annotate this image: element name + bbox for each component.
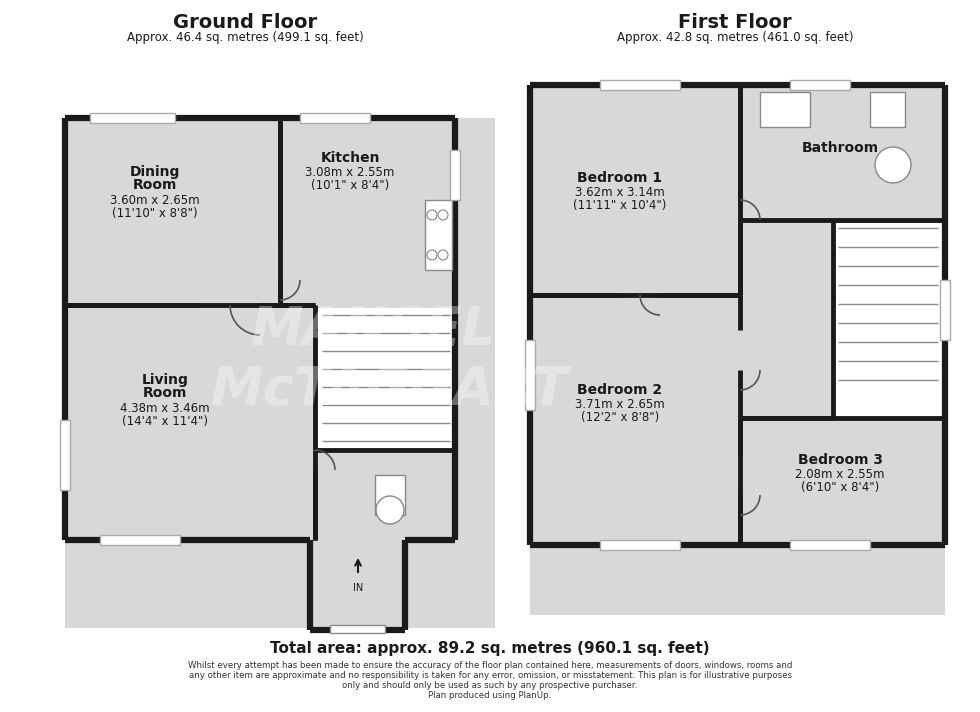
Text: Bedroom 3: Bedroom 3 — [798, 453, 883, 467]
Bar — [600, 540, 680, 550]
Bar — [318, 453, 452, 537]
Text: any other item are approximate and no responsibility is taken for any error, omi: any other item are approximate and no re… — [188, 671, 792, 679]
Bar — [450, 150, 460, 200]
Text: Living: Living — [141, 373, 188, 387]
Circle shape — [438, 250, 448, 260]
Text: Bedroom 2: Bedroom 2 — [577, 383, 662, 397]
Text: Whilst every attempt has been made to ensure the accuracy of the floor plan cont: Whilst every attempt has been made to en… — [188, 661, 792, 669]
Bar — [533, 298, 737, 542]
Circle shape — [875, 147, 911, 183]
Text: 4.38m x 3.46m: 4.38m x 3.46m — [121, 402, 210, 414]
Text: Kitchen: Kitchen — [320, 151, 380, 165]
Bar — [790, 80, 850, 90]
Text: (14'4" x 11'4"): (14'4" x 11'4") — [122, 414, 208, 427]
Text: (12'2" x 8'8"): (12'2" x 8'8") — [581, 412, 660, 424]
Bar — [870, 92, 905, 127]
Text: Room: Room — [143, 386, 187, 400]
Text: 3.71m x 2.65m: 3.71m x 2.65m — [575, 399, 664, 412]
Text: (11'10" x 8'8"): (11'10" x 8'8") — [112, 206, 198, 219]
Bar — [600, 80, 680, 90]
Bar — [743, 88, 942, 217]
Text: MANSELL
McTAGGART: MANSELL McTAGGART — [211, 304, 569, 416]
Circle shape — [427, 250, 437, 260]
Text: Bedroom 1: Bedroom 1 — [577, 171, 662, 185]
Circle shape — [427, 210, 437, 220]
Bar — [760, 92, 810, 127]
Text: Bathroom: Bathroom — [802, 141, 878, 155]
Bar — [100, 535, 180, 545]
Bar — [90, 113, 175, 123]
Bar — [743, 421, 942, 542]
Text: 3.62m x 3.14m: 3.62m x 3.14m — [575, 187, 664, 199]
Text: Total area: approx. 89.2 sq. metres (960.1 sq. feet): Total area: approx. 89.2 sq. metres (960… — [270, 641, 710, 656]
Bar — [375, 475, 405, 515]
Bar — [65, 118, 495, 628]
Bar — [425, 200, 452, 270]
Bar — [283, 121, 452, 302]
Bar — [60, 420, 70, 490]
Text: Dining: Dining — [129, 165, 180, 179]
Circle shape — [438, 210, 448, 220]
Bar — [68, 308, 312, 537]
Text: First Floor: First Floor — [678, 13, 792, 31]
Text: Ground Floor: Ground Floor — [172, 13, 318, 31]
Bar — [743, 223, 833, 418]
Text: Room: Room — [133, 178, 177, 192]
Text: Approx. 46.4 sq. metres (499.1 sq. feet): Approx. 46.4 sq. metres (499.1 sq. feet) — [126, 31, 364, 44]
Bar — [318, 308, 452, 478]
Bar — [300, 113, 370, 123]
Text: (11'11" x 10'4"): (11'11" x 10'4") — [573, 199, 666, 212]
Circle shape — [376, 496, 404, 524]
Text: (6'10" x 8'4"): (6'10" x 8'4") — [801, 481, 879, 495]
Text: only and should only be used as such by any prospective purchaser.: only and should only be used as such by … — [342, 681, 638, 689]
Bar — [530, 85, 945, 615]
Bar — [330, 625, 385, 633]
Text: 3.08m x 2.55m: 3.08m x 2.55m — [306, 167, 395, 179]
Text: Plan produced using PlanUp.: Plan produced using PlanUp. — [428, 691, 552, 699]
Bar — [940, 280, 950, 340]
Text: Approx. 42.8 sq. metres (461.0 sq. feet): Approx. 42.8 sq. metres (461.0 sq. feet) — [616, 31, 854, 44]
Bar — [68, 121, 277, 302]
Text: IN: IN — [353, 583, 364, 593]
Text: (10'1" x 8'4"): (10'1" x 8'4") — [311, 179, 389, 192]
Text: 2.08m x 2.55m: 2.08m x 2.55m — [795, 468, 885, 481]
Bar — [525, 340, 535, 410]
Text: 3.60m x 2.65m: 3.60m x 2.65m — [110, 194, 200, 206]
Bar — [790, 540, 870, 550]
Bar — [833, 223, 942, 418]
